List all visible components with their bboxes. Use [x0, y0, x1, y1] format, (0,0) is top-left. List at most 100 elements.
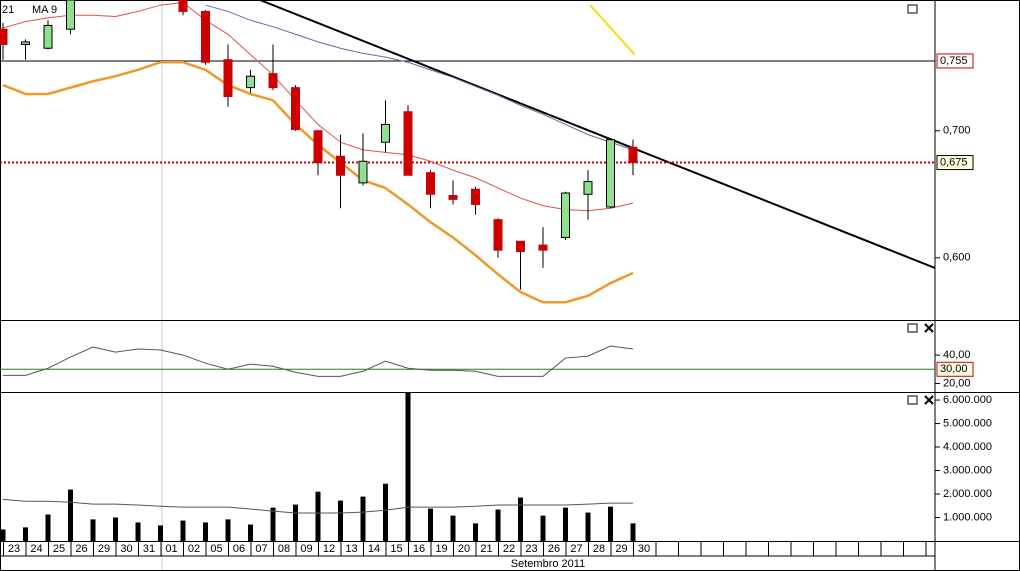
- candle-body: [493, 219, 503, 251]
- candle-body: [223, 59, 233, 98]
- legend-entry: 21: [2, 4, 14, 16]
- candle-body: [201, 10, 210, 63]
- y-tick-label: 0,600: [943, 252, 971, 264]
- price-label: 0,675: [940, 156, 968, 168]
- candle-body: [583, 181, 593, 195]
- x-tick-label: 08: [278, 543, 290, 555]
- candle-body: [628, 146, 638, 164]
- volume-bar: [338, 500, 343, 541]
- x-tick-label: 13: [345, 543, 357, 555]
- y-tick-label: 40,00: [943, 349, 971, 361]
- x-tick-label: 22: [503, 543, 515, 555]
- price-label-box: [936, 361, 974, 377]
- volume-bar: [540, 515, 546, 541]
- legend-entry: MA 9: [32, 4, 57, 16]
- x-tick-label: 09: [300, 543, 312, 555]
- y-tick-label: 2.000.000: [943, 488, 992, 500]
- volume-bar: [360, 496, 366, 541]
- candle-body: [471, 188, 480, 205]
- x-tick-label: 30: [120, 543, 132, 555]
- price-label-box: [936, 53, 974, 69]
- indicator-line: [2, 498, 633, 514]
- volume-bar: [563, 507, 568, 541]
- maximize-button[interactable]: [907, 395, 918, 405]
- y-tick-label: 4.000.000: [943, 441, 992, 453]
- x-tick-label: 14: [368, 543, 380, 555]
- candle-body: [66, 0, 75, 30]
- volume-bar: [473, 523, 478, 541]
- y-tick-label: 5.000.000: [943, 417, 992, 429]
- x-tick-label: 29: [615, 543, 627, 555]
- volume-bar: [315, 491, 321, 541]
- candle-body: [381, 123, 390, 143]
- volume-bar: [495, 509, 501, 541]
- candle-body: [358, 160, 368, 184]
- x-tick-label: 12: [323, 543, 335, 555]
- volume-bar: [68, 489, 73, 541]
- volume-bar: [180, 520, 186, 541]
- volume-bar: [405, 393, 411, 541]
- x-tick-label: 02: [188, 543, 200, 555]
- x-tick-label: 23: [8, 543, 20, 555]
- y-tick-label: 3.000.000: [943, 464, 992, 476]
- x-tick-label: 26: [548, 543, 560, 555]
- drawing-line: [589, 4, 636, 56]
- candle-body: [246, 75, 255, 89]
- x-tick-label: 31: [143, 543, 155, 555]
- x-tick-label: 06: [233, 543, 245, 555]
- x-tick-label: 05: [210, 543, 222, 555]
- x-tick-label: 27: [570, 543, 582, 555]
- x-tick-label: 21: [480, 543, 492, 555]
- x-tick-label: 01: [165, 543, 177, 555]
- volume-bar: [135, 522, 141, 541]
- layout: [161, 0, 936, 571]
- x-tick-label: 07: [255, 543, 267, 555]
- indicator-line: [205, 4, 634, 151]
- volume-bar: [90, 519, 96, 541]
- volume-bar: [270, 507, 276, 541]
- volume-bar: [45, 514, 51, 541]
- candle-body: [313, 130, 323, 164]
- trend-line: [259, 0, 936, 269]
- candle-body: [178, 0, 188, 12]
- candle-body: [268, 73, 278, 89]
- x-tick-label: 26: [75, 543, 87, 555]
- close-button[interactable]: [924, 395, 934, 405]
- candle-body: [291, 87, 300, 131]
- volume-bar: [608, 506, 613, 541]
- close-button[interactable]: [924, 323, 934, 333]
- candle-body: [336, 155, 345, 176]
- price-label-box: [936, 155, 974, 171]
- volume-bar: [23, 527, 28, 541]
- x-tick-label: 23: [525, 543, 537, 555]
- indicator-line: [3, 345, 634, 377]
- volume-bar: [293, 504, 298, 541]
- x-tick-label: 24: [30, 543, 42, 555]
- volume-bar: [203, 522, 208, 541]
- month-label: Setembro 2011: [511, 558, 585, 570]
- x-tick-label: 16: [413, 543, 425, 555]
- x-tick-label: 30: [638, 543, 650, 555]
- plot-area: [0, 0, 935, 304]
- indicator-line: [2, 2, 634, 212]
- plot-area: [0, 393, 636, 541]
- candle-body: [448, 195, 458, 200]
- volume-bar: [383, 483, 388, 541]
- price-label: 30,00: [940, 363, 968, 375]
- volume-bar: [428, 508, 433, 541]
- maximize-button[interactable]: [907, 323, 918, 333]
- candle-body: [538, 244, 548, 251]
- price-label: 0,755: [940, 55, 968, 67]
- maximize-button[interactable]: [907, 4, 918, 14]
- x-tick-label: 15: [390, 543, 402, 555]
- x-tick-label: 20: [458, 543, 470, 555]
- candle-body: [426, 172, 435, 195]
- candle-body: [516, 240, 525, 252]
- candle-body: [606, 139, 615, 208]
- x-tick-label: 19: [435, 543, 447, 555]
- volume-bar: [225, 519, 231, 541]
- volume-bar: [518, 497, 523, 541]
- plot-area: [0, 345, 935, 377]
- candle-body: [43, 24, 53, 49]
